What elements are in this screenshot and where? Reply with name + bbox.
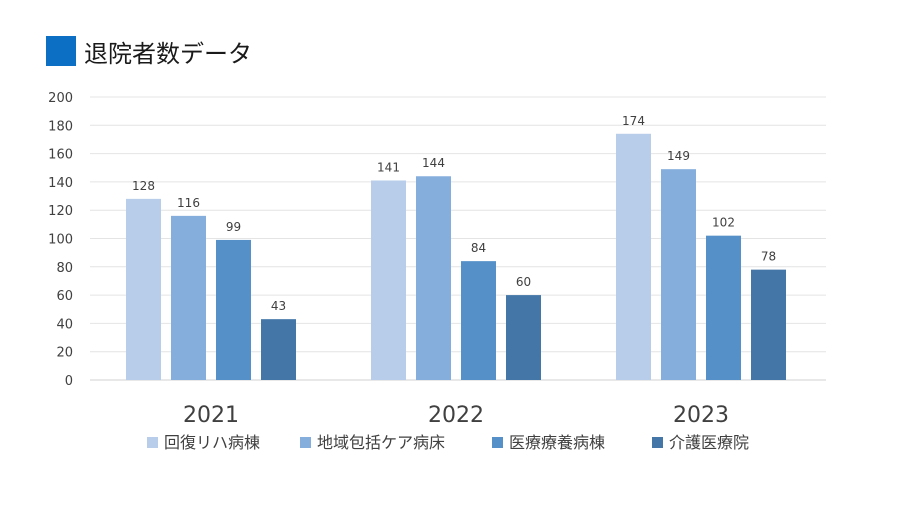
y-tick-label: 60	[56, 289, 73, 304]
legend-label-1: 回復リハ病棟	[164, 433, 260, 452]
data-label: 149	[667, 149, 690, 163]
legend-swatch-1	[147, 437, 158, 448]
data-label: 84	[471, 241, 486, 255]
data-label: 128	[132, 179, 155, 193]
bar-2023-series-1	[616, 133, 651, 380]
y-tick-label: 20	[56, 346, 73, 361]
y-tick-label: 200	[48, 91, 73, 106]
chart-title: 退院者数データ	[84, 39, 252, 68]
legend-swatch-4	[652, 437, 663, 448]
legend-label-2: 地域包括ケア病床	[317, 433, 445, 452]
data-label: 102	[712, 216, 735, 230]
legend-swatch-2	[300, 437, 311, 448]
data-label: 141	[377, 160, 400, 174]
bar-2021-series-4	[261, 319, 296, 380]
data-label: 174	[622, 114, 645, 128]
bar-2022-series-1	[371, 180, 406, 380]
x-category-label: 2023	[673, 403, 729, 428]
legend-swatch-3	[492, 437, 503, 448]
bar-2023-series-3	[706, 235, 741, 380]
legend-label-4: 介護医療院	[669, 433, 749, 452]
data-label: 116	[177, 196, 200, 210]
bar-2023-series-4	[751, 269, 786, 380]
bar-2022-series-2	[416, 176, 451, 380]
bar-2023-series-2	[661, 169, 696, 380]
data-label: 99	[226, 220, 241, 234]
bar-2022-series-4	[506, 295, 541, 380]
y-tick-label: 80	[56, 261, 73, 276]
bar-2021-series-2	[171, 215, 206, 380]
y-tick-label: 120	[48, 204, 73, 219]
x-category-label: 2021	[183, 403, 239, 428]
legend-label-3: 医療療養病棟	[509, 433, 605, 452]
data-label: 78	[761, 250, 776, 264]
y-tick-label: 180	[48, 119, 73, 134]
chart-title-group: 退院者数データ	[46, 34, 252, 68]
data-label: 144	[422, 156, 445, 170]
y-tick-label: 0	[65, 374, 73, 389]
bar-2022-series-3	[461, 261, 496, 380]
y-tick-label: 40	[56, 317, 73, 332]
x-category-label: 2022	[428, 403, 484, 428]
y-tick-label: 100	[48, 233, 73, 248]
title-marker-square	[46, 36, 76, 66]
y-tick-label: 140	[48, 176, 73, 191]
bar-2021-series-1	[126, 198, 161, 380]
data-label: 60	[516, 275, 531, 289]
bar-2021-series-3	[216, 239, 251, 380]
y-tick-label: 160	[48, 148, 73, 163]
data-label: 43	[271, 299, 286, 313]
